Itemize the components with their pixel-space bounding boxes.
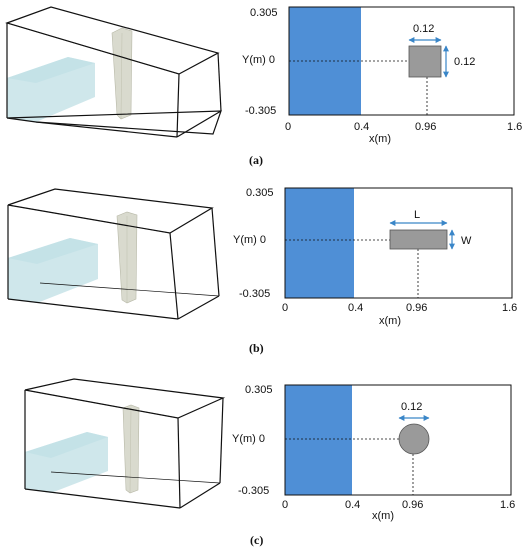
panel-c-tank-box <box>24 378 226 509</box>
panel-a-x1-label: 0.4 <box>354 121 369 133</box>
panel-a-y-top-label: 0.305 <box>250 7 278 19</box>
panel-c: 0.12 0.305 Y(m) 0 -0.305 0 0.4 0.96 1.6 … <box>24 378 515 547</box>
panel-b-water-region <box>285 188 354 298</box>
panel-c-x-axis-label: x(m) <box>372 510 394 522</box>
panel-b-caption: (b) <box>249 341 264 355</box>
panel-c-dim-top: 0.12 <box>401 401 422 413</box>
panel-c-domain-frame <box>284 384 512 496</box>
panel-b-x0-label: 0 <box>282 302 288 314</box>
panel-c-obstacle-column <box>122 404 140 494</box>
panel-c-x2-label: 0.96 <box>402 499 423 511</box>
panel-a-x3-label: 1.6 <box>507 121 522 133</box>
panel-b-obstacle-column <box>116 211 138 304</box>
panel-a-square-obstacle <box>408 45 442 78</box>
panel-c-y-top-label: 0.305 <box>245 384 273 396</box>
panel-b-dim-side: W <box>461 235 472 247</box>
panel-b-domain-frame <box>284 187 513 299</box>
panel-c-x3-label: 1.6 <box>500 499 515 511</box>
panel-a-x0-label: 0 <box>285 121 291 133</box>
panel-c-water-region <box>285 385 352 495</box>
panel-b-x1-label: 0.4 <box>348 302 363 314</box>
panel-c-x0-label: 0 <box>282 499 288 511</box>
panel-c-plan-view: 0.12 0.305 Y(m) 0 -0.305 0 0.4 0.96 1.6 … <box>232 384 515 522</box>
panel-b: L W 0.305 Y(m) 0 -0.305 0 0.4 0.96 1.6 x… <box>7 187 517 355</box>
panel-a-obstacle-column <box>111 27 133 120</box>
panel-b-y-bottom-label: -0.305 <box>239 288 270 300</box>
panel-b-tank-box <box>7 188 220 320</box>
panel-a-dim-side: 0.12 <box>454 56 475 68</box>
panel-a-3d-view <box>5 6 222 138</box>
panel-b-y-mid-label: Y(m) 0 <box>233 234 266 246</box>
panel-b-plan-view: L W 0.305 Y(m) 0 -0.305 0 0.4 0.96 1.6 x… <box>233 187 517 327</box>
panel-a-y-mid-label: Y(m) 0 <box>242 54 275 66</box>
panel-b-x3-label: 1.6 <box>502 302 517 314</box>
panel-c-x1-label: 0.4 <box>345 499 360 511</box>
panel-a-x2-label: 0.96 <box>415 121 436 133</box>
panel-a: 0.12 0.12 0.305 Y(m) 0 -0.305 0 0.4 0.96… <box>5 6 522 167</box>
panel-a-dim-top: 0.12 <box>413 23 434 35</box>
panel-b-x2-label: 0.96 <box>406 302 427 314</box>
panel-c-y-bottom-label: -0.305 <box>238 485 269 497</box>
panel-c-caption: (c) <box>250 533 263 547</box>
panel-c-circular-obstacle <box>398 423 430 455</box>
panel-b-x-axis-label: x(m) <box>379 315 401 327</box>
panel-a-y-bottom-label: -0.305 <box>245 105 276 117</box>
panel-b-rectangular-obstacle <box>389 229 448 250</box>
panel-c-3d-view <box>24 378 226 509</box>
panel-a-tank-box <box>5 6 222 138</box>
panel-a-x-axis-label: x(m) <box>369 133 391 145</box>
panel-b-y-top-label: 0.305 <box>246 187 274 199</box>
panel-b-3d-view <box>7 188 220 320</box>
panel-a-caption: (a) <box>249 153 263 167</box>
panel-a-plan-view: 0.12 0.12 0.305 Y(m) 0 -0.305 0 0.4 0.96… <box>242 6 522 145</box>
panel-c-y-mid-label: Y(m) 0 <box>232 433 265 445</box>
panel-b-dim-top: L <box>414 209 420 221</box>
